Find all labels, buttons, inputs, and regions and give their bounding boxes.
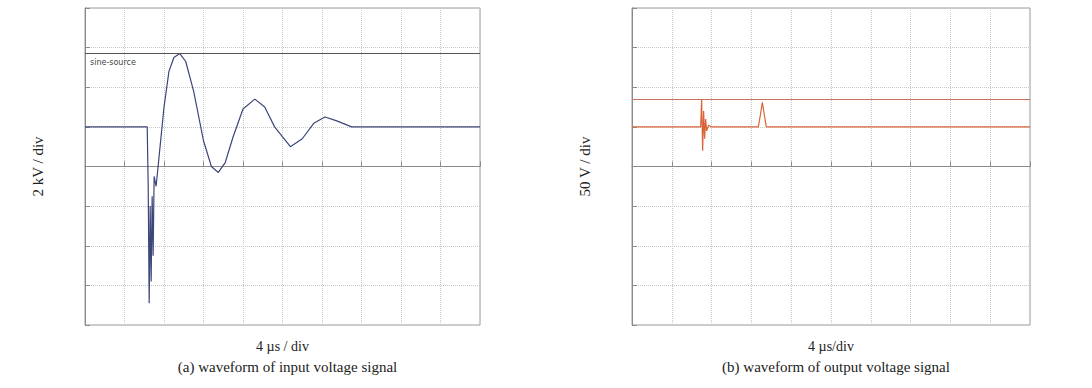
- svg-text:4 µs / div: 4 µs / div: [256, 339, 309, 354]
- svg-text:4 µs/div: 4 µs/div: [808, 339, 854, 354]
- svg-text:(b) waveform of output voltage: (b) waveform of output voltage signal: [722, 359, 950, 376]
- svg-text:50 V / div: 50 V / div: [577, 136, 593, 196]
- svg-text:(a) waveform of input voltage: (a) waveform of input voltage signal: [178, 359, 398, 376]
- svg-text:2 kV / div: 2 kV / div: [30, 136, 46, 197]
- svg-text:sine-source: sine-source: [90, 58, 136, 67]
